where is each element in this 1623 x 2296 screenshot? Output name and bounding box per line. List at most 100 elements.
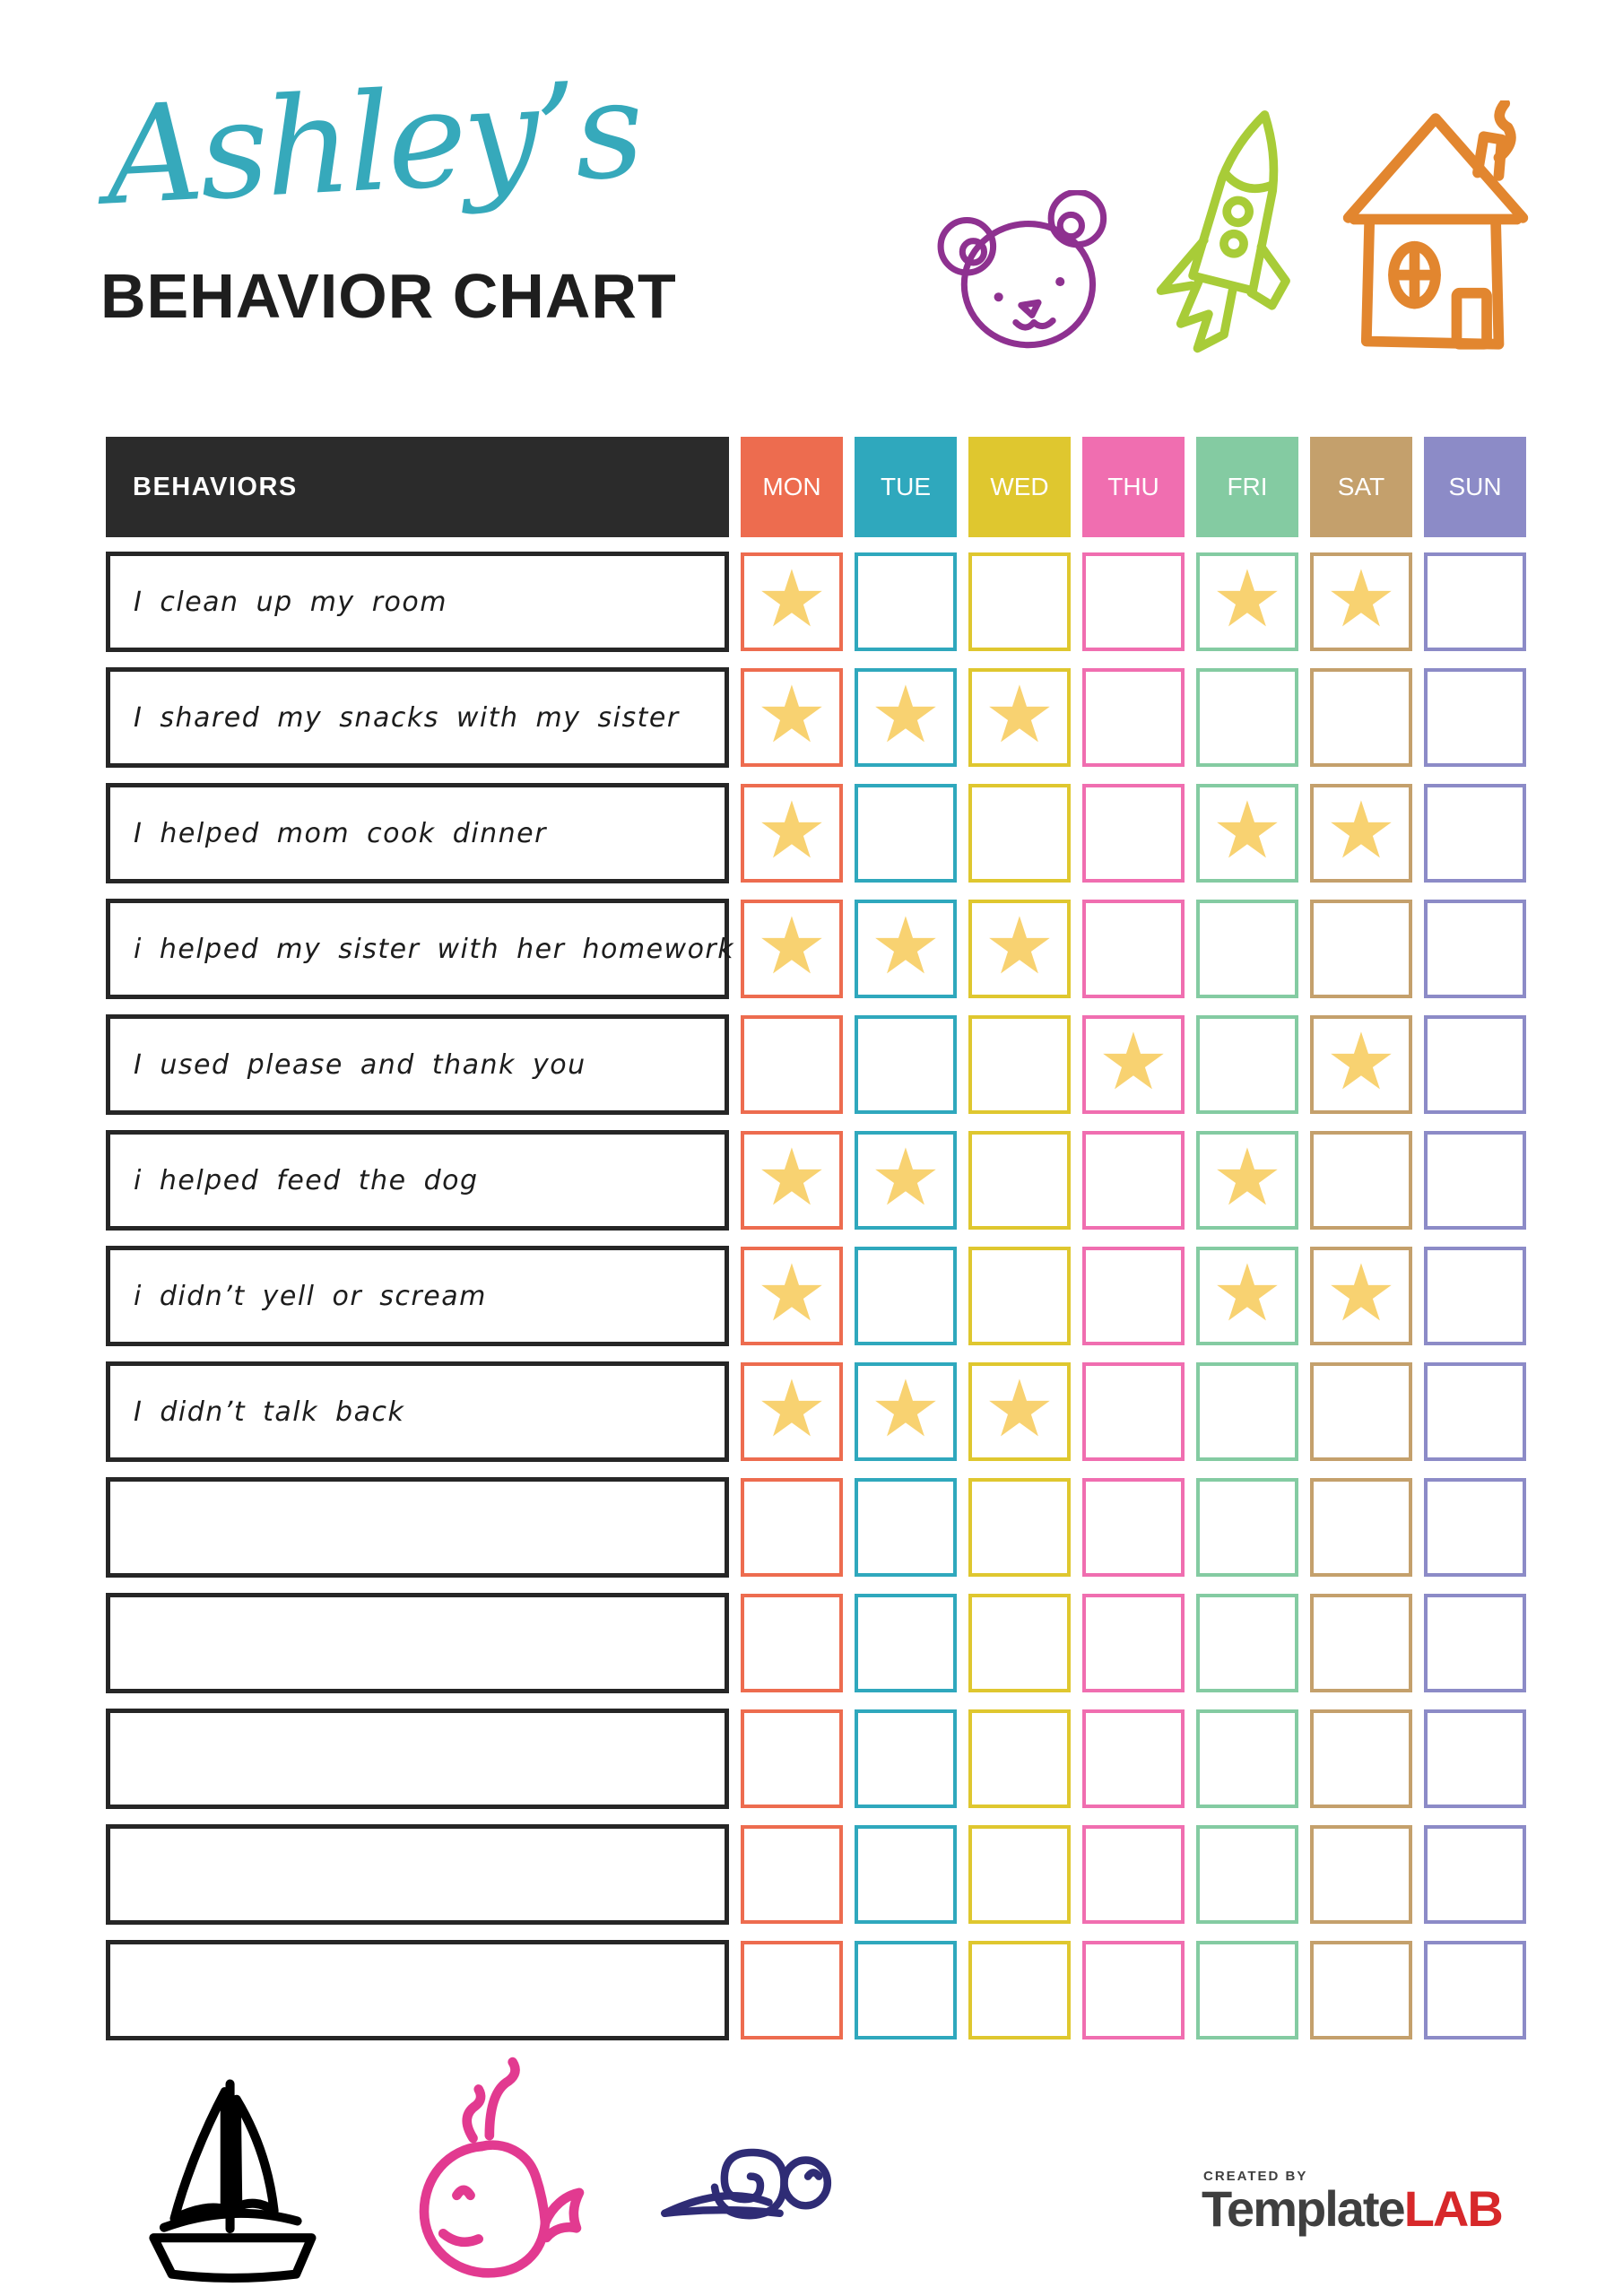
day-cell-wed: ★: [968, 668, 1071, 767]
behavior-label: I didn’t talk back: [106, 1361, 729, 1462]
day-cell-fri: [1196, 1594, 1298, 1692]
day-cell-mon: [741, 1825, 843, 1924]
behaviors-column-header: BEHAVIORS: [106, 437, 729, 537]
day-cell-mon: [741, 1478, 843, 1577]
day-header-thu: THU: [1082, 437, 1185, 537]
behavior-label: [106, 1940, 729, 2040]
day-cell-thu: [1082, 1709, 1185, 1808]
star-icon: ★: [984, 900, 1055, 992]
day-cell-sat: ★: [1310, 784, 1412, 883]
day-cell-sun: [1424, 1478, 1526, 1577]
day-cell-fri: [1196, 1709, 1298, 1808]
day-header-row: MON TUE WED THU FRI SAT SUN: [741, 437, 1526, 537]
day-cell-wed: [968, 784, 1071, 883]
day-cell-wed: ★: [968, 1362, 1071, 1461]
star-icon: ★: [870, 1362, 942, 1455]
star-icon: ★: [1211, 784, 1283, 876]
day-cell-mon: ★: [741, 1247, 843, 1345]
star-icon: ★: [1325, 1247, 1397, 1339]
behavior-row: [106, 1709, 1526, 1809]
behavior-row: [106, 1593, 1526, 1693]
star-icon: ★: [756, 900, 828, 992]
day-cell-thu: [1082, 1941, 1185, 2039]
day-cell-thu: ★: [1082, 1015, 1185, 1114]
day-cell-sun: [1424, 1709, 1526, 1808]
day-cell-sun: [1424, 1247, 1526, 1345]
behavior-label: I used please and thank you: [106, 1014, 729, 1115]
day-cell-wed: [968, 1594, 1071, 1692]
day-cell-thu: [1082, 784, 1185, 883]
behavior-row: I clean up my room ★ ★ ★: [106, 552, 1526, 652]
day-cell-sat: [1310, 1709, 1412, 1808]
star-icon: ★: [1325, 552, 1397, 645]
behavior-row: I shared my snacks with my sister ★ ★ ★: [106, 667, 1526, 768]
day-cell-tue: [855, 1015, 957, 1114]
day-cell-sat: [1310, 900, 1412, 998]
star-icon: ★: [756, 1131, 828, 1223]
bear-icon: [933, 190, 1141, 353]
day-cell-sat: [1310, 1131, 1412, 1230]
day-cell-tue: [855, 1247, 957, 1345]
star-icon: ★: [1098, 1015, 1169, 1108]
sailboat-icon: [124, 2074, 339, 2287]
behavior-row: I used please and thank you ★ ★: [106, 1014, 1526, 1115]
day-cell-tue: ★: [855, 1131, 957, 1230]
behavior-row: i didn’t yell or scream ★ ★ ★: [106, 1246, 1526, 1346]
day-cell-sat: [1310, 1594, 1412, 1692]
brand-accent: LAB: [1403, 2180, 1504, 2237]
day-cell-fri: [1196, 668, 1298, 767]
day-cell-fri: ★: [1196, 1131, 1298, 1230]
behavior-row: [106, 1477, 1526, 1578]
star-icon: ★: [1325, 784, 1397, 876]
day-header-sun: SUN: [1424, 437, 1526, 537]
star-icon: ★: [1325, 1015, 1397, 1108]
day-cell-sat: ★: [1310, 552, 1412, 651]
day-cell-tue: [855, 1941, 957, 2039]
star-icon: ★: [870, 668, 942, 761]
day-cell-fri: ★: [1196, 1247, 1298, 1345]
day-cell-tue: ★: [855, 900, 957, 998]
day-cell-mon: [741, 1594, 843, 1692]
day-cell-mon: ★: [741, 784, 843, 883]
day-cell-wed: [968, 552, 1071, 651]
star-icon: ★: [984, 668, 1055, 761]
day-header-tue: TUE: [855, 437, 957, 537]
day-cell-fri: ★: [1196, 552, 1298, 651]
page-title: BEHAVIOR CHART: [100, 261, 677, 331]
day-cell-thu: [1082, 900, 1185, 998]
star-icon: ★: [756, 784, 828, 876]
day-cell-sat: [1310, 1362, 1412, 1461]
behavior-row: i helped feed the dog ★ ★ ★: [106, 1130, 1526, 1231]
day-cell-thu: [1082, 1478, 1185, 1577]
day-cell-wed: [968, 1709, 1071, 1808]
star-icon: ★: [870, 1131, 942, 1223]
day-cell-sun: [1424, 668, 1526, 767]
day-cell-tue: ★: [855, 668, 957, 767]
day-cell-mon: ★: [741, 900, 843, 998]
day-cell-fri: [1196, 1478, 1298, 1577]
behavior-row: i helped my sister with her homework ★ ★ ★: [106, 899, 1526, 999]
day-cell-sat: [1310, 668, 1412, 767]
day-cell-sun: [1424, 784, 1526, 883]
day-cell-sun: [1424, 1941, 1526, 2039]
day-cell-wed: [968, 1825, 1071, 1924]
behavior-label: [106, 1477, 729, 1578]
day-cell-tue: [855, 552, 957, 651]
templatelab-logo: CREATED BY Template LAB: [1202, 2169, 1504, 2237]
day-cell-tue: [855, 1709, 957, 1808]
star-icon: ★: [984, 1362, 1055, 1455]
behavior-row: [106, 1824, 1526, 1925]
day-cell-mon: [741, 1941, 843, 2039]
day-cell-sun: [1424, 1015, 1526, 1114]
star-icon: ★: [870, 900, 942, 992]
behavior-label: I shared my snacks with my sister: [106, 667, 729, 768]
day-header-mon: MON: [741, 437, 843, 537]
rows: I clean up my room ★ ★ ★ I shared my snacks …: [106, 552, 1526, 2040]
whale-icon: [393, 2054, 613, 2285]
day-cell-sat: ★: [1310, 1015, 1412, 1114]
day-cell-sat: [1310, 1478, 1412, 1577]
star-icon: ★: [1211, 1247, 1283, 1339]
day-cell-sat: [1310, 1941, 1412, 2039]
day-cell-sat: [1310, 1825, 1412, 1924]
day-cell-tue: ★: [855, 1362, 957, 1461]
